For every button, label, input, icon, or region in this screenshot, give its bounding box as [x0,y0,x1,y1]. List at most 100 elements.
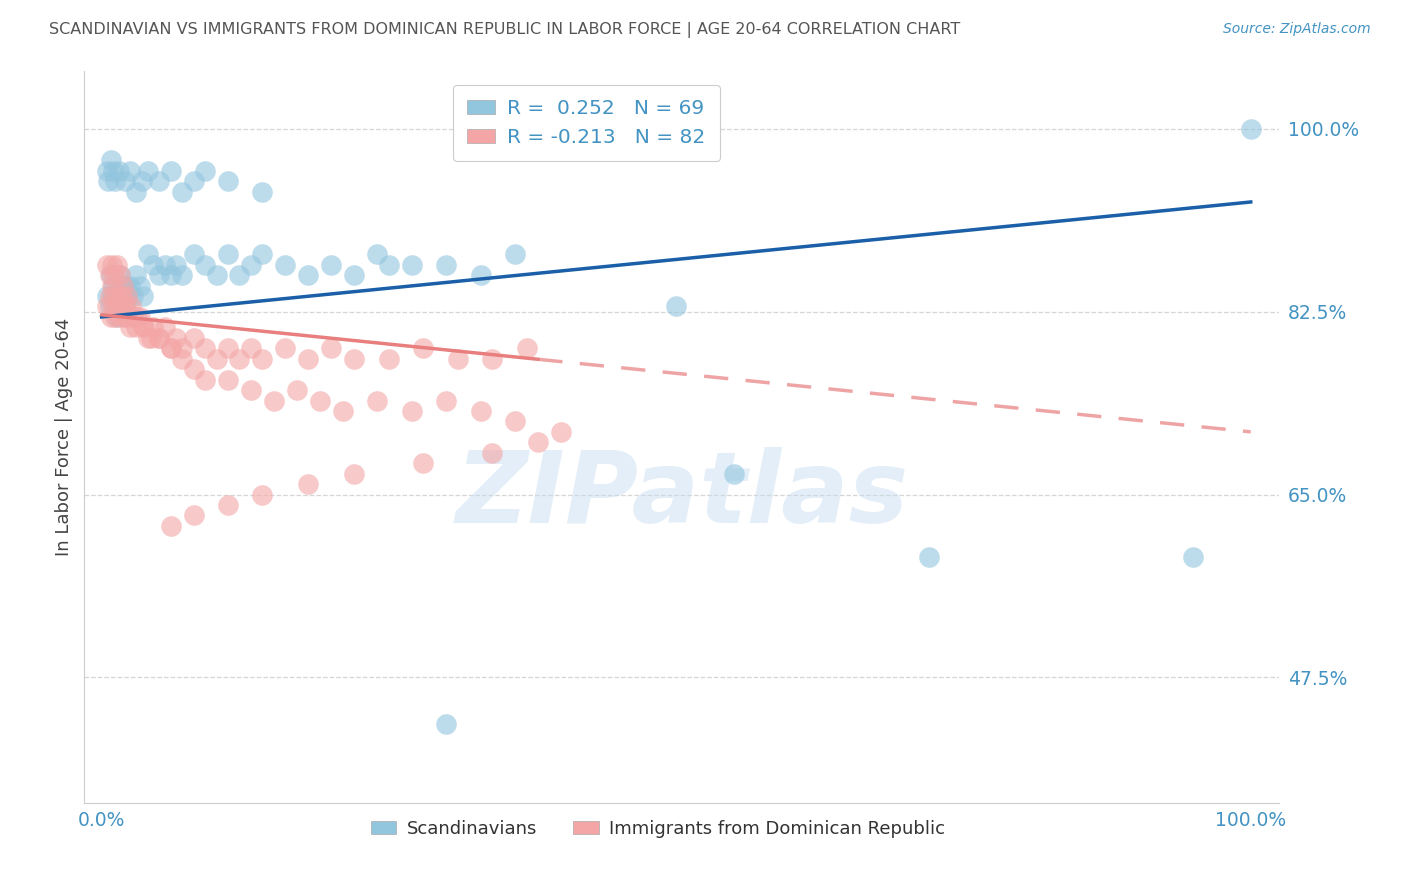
Point [217,373,239,387]
Point [153,320,176,334]
Point [503,414,526,428]
Point [401,404,423,418]
Point [447,351,470,366]
Point [139,331,162,345]
Point [148,331,170,345]
Point [104,289,127,303]
Point [101,163,124,178]
Point [120,278,142,293]
Point [101,258,124,272]
Point [1182,550,1205,565]
Text: SCANDINAVIAN VS IMMIGRANTS FROM DOMINICAN REPUBLIC IN LABOR FORCE | AGE 20-64 CO: SCANDINAVIAN VS IMMIGRANTS FROM DOMINICA… [49,22,960,38]
Point [481,351,503,366]
Point [121,310,143,324]
Point [136,247,159,261]
Point [98,289,121,303]
Point [115,310,138,324]
Point [112,300,135,314]
Point [1240,121,1263,136]
Point [104,174,127,188]
Point [165,331,187,345]
Point [159,341,181,355]
Point [96,300,118,314]
Point [240,258,263,272]
Point [516,341,538,355]
Point [120,320,142,334]
Point [240,383,263,397]
Point [148,331,170,345]
Point [918,550,941,565]
Point [125,185,148,199]
Point [115,289,138,303]
Point [159,268,181,282]
Point [128,278,150,293]
Point [98,268,121,282]
Point [127,310,149,324]
Point [136,163,159,178]
Point [332,404,354,418]
Point [481,446,503,460]
Point [111,289,134,303]
Point [263,393,285,408]
Point [205,351,228,366]
Point [148,268,170,282]
Point [470,404,492,418]
Point [183,174,205,188]
Point [96,163,118,178]
Point [194,373,217,387]
Point [252,351,274,366]
Point [217,247,239,261]
Point [159,519,181,533]
Point [297,268,319,282]
Point [194,341,217,355]
Point [252,247,274,261]
Point [121,300,143,314]
Point [110,289,132,303]
Point [101,300,124,314]
Point [343,268,366,282]
Point [105,258,128,272]
Point [183,508,205,523]
Point [240,341,263,355]
Y-axis label: In Labor Force | Age 20-64: In Labor Force | Age 20-64 [55,318,73,557]
Point [503,247,526,261]
Point [132,289,155,303]
Point [470,268,492,282]
Point [170,341,193,355]
Point [217,498,239,512]
Point [205,268,228,282]
Point [434,258,457,272]
Point [527,435,550,450]
Point [142,258,165,272]
Point [103,289,125,303]
Point [100,310,122,324]
Point [98,300,121,314]
Point [104,310,127,324]
Point [170,268,193,282]
Point [108,163,131,178]
Point [252,185,274,199]
Point [183,247,205,261]
Point [114,310,136,324]
Point [112,278,135,293]
Point [103,268,125,282]
Point [101,278,124,293]
Point [665,300,688,314]
Point [183,362,205,376]
Point [401,258,423,272]
Point [100,268,122,282]
Point [132,320,155,334]
Point [170,351,193,366]
Point [321,258,343,272]
Point [101,289,124,303]
Point [297,351,319,366]
Point [297,477,319,491]
Point [434,717,457,731]
Point [114,300,136,314]
Point [100,153,122,168]
Point [114,278,136,293]
Point [274,258,297,272]
Point [108,268,131,282]
Point [121,289,143,303]
Point [170,185,193,199]
